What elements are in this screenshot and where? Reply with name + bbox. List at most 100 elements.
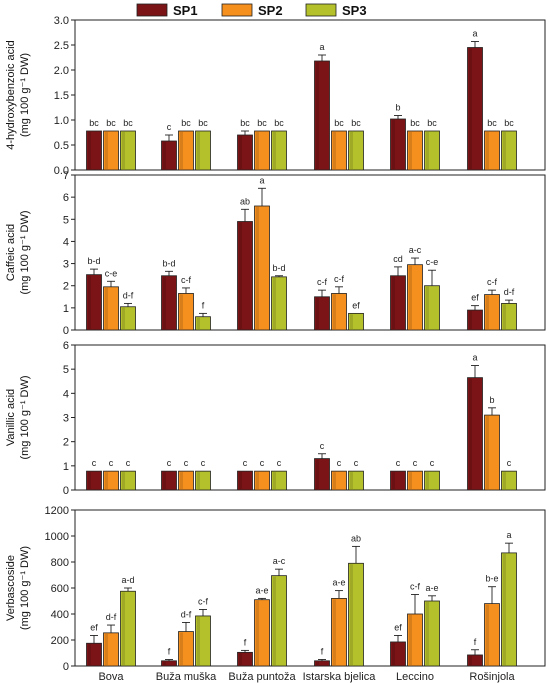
y-axis-unit: (mg 100 g⁻¹ DW)	[19, 53, 31, 137]
bar-shade	[469, 655, 472, 665]
significance-label-sp1-rosinjola: a	[472, 29, 477, 39]
bar-shade	[88, 132, 91, 169]
significance-label-sp2-buza-muska: c	[184, 458, 189, 468]
category-label-buza-muska: Buža muška	[156, 671, 217, 683]
significance-label-sp1-buza-muska: f	[168, 647, 171, 657]
significance-label-sp1-leccino: cd	[393, 254, 403, 264]
significance-label-sp2-leccino: bc	[410, 118, 420, 128]
significance-label-sp3-rosinjola: c	[507, 458, 512, 468]
y-axis-unit: (mg 100 g⁻¹ DW)	[19, 210, 31, 294]
significance-label-sp1-bova: b-d	[87, 256, 100, 266]
y-tick-label: 2	[63, 437, 69, 449]
legend-label-sp3: SP3	[342, 3, 367, 18]
significance-label-sp1-rosinjola: ef	[471, 293, 479, 303]
bar-shade	[333, 472, 336, 489]
y-tick-label: 2	[63, 281, 69, 293]
bar-sp3-bova	[120, 130, 136, 171]
significance-label-sp2-bova: c-e	[105, 268, 118, 278]
significance-label-sp3-istarska-bjelica: bc	[351, 118, 361, 128]
y-tick-label: 6	[63, 340, 69, 352]
bar-shade	[503, 553, 506, 665]
bar-sp1-bova	[86, 470, 102, 491]
significance-label-sp2-istarska-bjelica: c	[337, 458, 342, 468]
bar-shade	[392, 276, 395, 329]
y-tick-label: 0	[63, 661, 69, 673]
category-label-istarska-bjelica: Istarska bjelica	[303, 671, 377, 683]
category-axis-labels: Bova Buža muška Buža puntoža Istarska bjeli…	[98, 671, 515, 683]
bar-sp1-buza-muska	[161, 470, 177, 491]
significance-label-sp1-buza-puntoza: ab	[240, 196, 250, 206]
bar-shade	[486, 295, 489, 329]
significance-label-sp2-buza-muska: d-f	[181, 609, 192, 619]
y-tick-label: 2.5	[54, 40, 69, 52]
significance-label-sp1-istarska-bjelica: f	[321, 647, 324, 657]
bar-shade	[197, 472, 200, 489]
significance-label-sp1-buza-muska: c	[167, 458, 172, 468]
bar-sp2-buza-muska	[178, 470, 194, 491]
significance-label-sp1-bova: bc	[89, 118, 99, 128]
significance-label-sp3-rosinjola: bc	[504, 118, 514, 128]
bar-shade	[316, 297, 319, 329]
bar-sp3-buza-muska	[195, 130, 211, 171]
significance-label-sp3-leccino: c	[430, 458, 435, 468]
significance-label-sp2-buza-puntoza: a	[259, 175, 264, 185]
bar-shade	[316, 459, 319, 489]
significance-label-sp2-istarska-bjelica: c-f	[334, 274, 344, 284]
bar-shade	[486, 416, 489, 489]
bar-shade	[273, 576, 276, 665]
bar-shade	[469, 378, 472, 489]
significance-label-sp2-bova: bc	[106, 118, 116, 128]
bar-sp3-rosinjola	[501, 470, 517, 491]
bar-shade	[122, 132, 125, 169]
y-axis-unit: (mg 100 g⁻¹ DW)	[19, 375, 31, 459]
bar-shade	[503, 132, 506, 169]
bar-shade	[392, 120, 395, 169]
bar-shade	[180, 632, 183, 665]
bar-shade	[105, 287, 108, 329]
significance-label-sp2-bova: c	[109, 458, 114, 468]
y-tick-label: 6	[63, 192, 69, 204]
bar-shade	[256, 472, 259, 489]
legend-swatch-sp3	[305, 3, 337, 17]
y-tick-label: 0.5	[54, 140, 69, 152]
category-label-bova: Bova	[98, 671, 124, 683]
y-tick-label: 2.0	[54, 65, 69, 77]
significance-label-sp3-rosinjola: d-f	[504, 287, 515, 297]
significance-label-sp3-buza-puntoza: a-c	[273, 556, 286, 566]
bar-shade	[316, 661, 319, 665]
bar-shade	[350, 132, 353, 169]
significance-label-sp2-leccino: c-f	[410, 582, 420, 592]
bar-sp2-leccino	[407, 470, 423, 491]
bar-shade	[350, 472, 353, 489]
significance-label-sp3-bova: bc	[123, 118, 133, 128]
y-tick-label: 3.0	[54, 15, 69, 27]
chart-panels: 0.0 0.5 1.0 1.5 2.0 2.5 3.0 4-hydroxybenzoic ac…	[5, 15, 546, 673]
significance-label-sp2-bova: d-f	[106, 612, 117, 622]
bar-shade	[122, 592, 125, 665]
bar-sp2-buza-puntoza	[254, 130, 270, 171]
bar-shade	[88, 644, 91, 665]
y-tick-label: 1.0	[54, 115, 69, 127]
bar-shade	[105, 472, 108, 489]
bar-shade	[316, 62, 319, 169]
bar-sp2-istarska-bjelica	[331, 130, 347, 171]
bar-shade	[350, 564, 353, 665]
significance-label-sp3-buza-muska: bc	[198, 118, 208, 128]
bar-sp1-bova	[86, 130, 102, 171]
significance-label-sp1-istarska-bjelica: c-f	[317, 277, 327, 287]
bar-sp2-bova	[103, 130, 119, 171]
bar-shade	[469, 48, 472, 169]
bar-shade	[197, 132, 200, 169]
category-label-rosinjola: Rošinjola	[469, 671, 515, 683]
bar-sp1-leccino	[390, 470, 406, 491]
significance-label-sp1-leccino: ef	[394, 622, 402, 632]
y-tick-label: 1000	[45, 531, 69, 543]
y-tick-label: 4	[63, 236, 69, 248]
y-tick-label: 0.0	[54, 165, 69, 177]
bar-sp3-buza-puntoza	[271, 470, 287, 491]
bar-shade	[409, 472, 412, 489]
bar-shade	[409, 265, 412, 329]
significance-label-sp2-leccino: a-c	[409, 245, 422, 255]
bar-shade	[239, 222, 242, 329]
